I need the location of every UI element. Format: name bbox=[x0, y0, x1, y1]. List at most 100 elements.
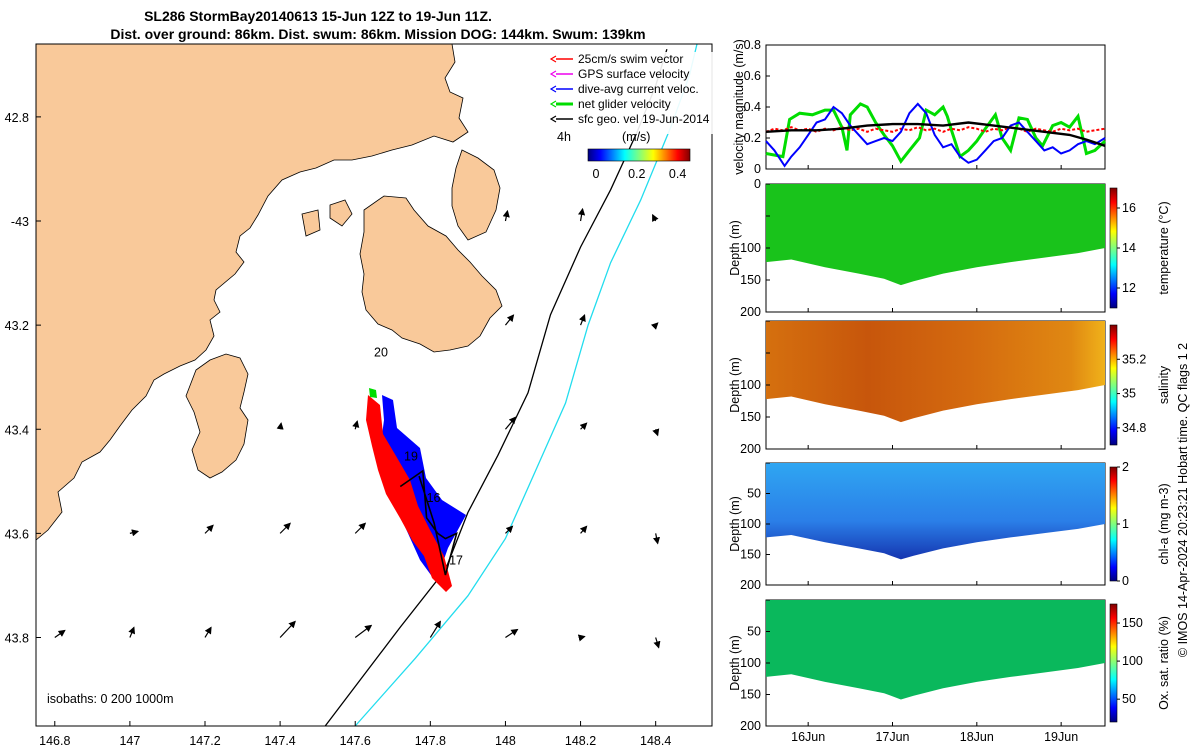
track-label-17: 17 bbox=[449, 554, 463, 568]
geo-vector bbox=[505, 628, 519, 638]
title-line-1: SL286 StormBay20140613 15-Jun 12Z to 19-… bbox=[144, 8, 492, 24]
track-day-labels: 20 19 16 17 bbox=[374, 345, 463, 567]
legend-arrowhead-current bbox=[549, 85, 557, 93]
section-y-tick-label: 150 bbox=[740, 273, 761, 287]
section-ylabel: Depth (m) bbox=[728, 220, 742, 276]
map-y-tick-label: 43.4 bbox=[5, 423, 29, 437]
speed-colorbar-tick: 0 bbox=[593, 167, 600, 181]
legend-arrowhead-net bbox=[549, 100, 557, 108]
legend-label-gps: GPS surface velocity bbox=[578, 67, 689, 81]
velocity-y-tick-label: 0 bbox=[754, 162, 761, 176]
velocity-series bbox=[765, 102, 1107, 168]
map-y-tick-label: 43.6 bbox=[5, 527, 29, 541]
geo-vector bbox=[279, 522, 291, 534]
geo-vector bbox=[653, 637, 661, 649]
legend-bg bbox=[548, 52, 728, 134]
colorbar-tick-label: 12 bbox=[1122, 281, 1136, 295]
land-mainland-tasmania bbox=[35, 43, 469, 541]
speed-colorbar-tick: 0.4 bbox=[669, 167, 686, 181]
legend-unit: (m/s) bbox=[622, 130, 650, 144]
colorbar-label-temperature: temperature (°C) bbox=[1157, 201, 1171, 294]
colorbar-label-salinity: salinity bbox=[1157, 365, 1171, 404]
colorbar-label-chla: chl-a (mg m-3) bbox=[1157, 483, 1171, 564]
geo-vector bbox=[579, 525, 588, 534]
velocity-y-tick-label: 0.8 bbox=[744, 38, 761, 52]
velocity-axes bbox=[765, 44, 1106, 170]
isobaths-label: isobaths: 0 200 1000m bbox=[47, 692, 173, 706]
map-x-tick-label: 148 bbox=[495, 734, 516, 748]
section-y-tick-label: 50 bbox=[747, 487, 761, 501]
geo-vector bbox=[652, 428, 660, 437]
map-x-tick-label: 147.2 bbox=[189, 734, 220, 748]
section-y-tick-label: 0 bbox=[754, 177, 761, 191]
map-y-tick-label: 43.8 bbox=[5, 631, 29, 645]
velocity-ylabel: velocity magnitude (m/s) bbox=[732, 39, 746, 174]
geo-vector bbox=[54, 629, 66, 638]
land-islet-1 bbox=[329, 199, 353, 227]
land-bruny-island bbox=[185, 353, 249, 479]
track-label-19: 19 bbox=[404, 449, 418, 463]
map-y-tick-label: -43 bbox=[11, 215, 29, 229]
section-y-tick-label: 200 bbox=[740, 578, 761, 592]
legend-interval: 4h bbox=[557, 130, 571, 144]
map-panel: 20 19 16 17 146.8 147 147.2 147.4 147.6 147.8 148… bbox=[5, 43, 728, 748]
velocity-series-geo bbox=[765, 121, 1106, 147]
geo-vector bbox=[652, 213, 659, 222]
section-ylabel: Depth (m) bbox=[728, 496, 742, 552]
colorbar-salinity bbox=[1109, 324, 1118, 446]
colorbar-oxsat bbox=[1109, 603, 1118, 723]
section-panel-salinity: 100 150 200 Depth (m) 35.2 35 34.8 salinity bbox=[728, 320, 1171, 456]
section-y-tick-label: 100 bbox=[740, 241, 761, 255]
geo-vector bbox=[128, 626, 136, 638]
speed-colorbar-tick: 0.2 bbox=[628, 167, 645, 181]
velocity-y-tick-label: 0.2 bbox=[744, 131, 761, 145]
track-label-16: 16 bbox=[427, 491, 441, 505]
time-tick-label: 16Jun bbox=[791, 730, 825, 744]
velocity-series-current bbox=[765, 102, 1106, 168]
colorbar-tick-label: 35.2 bbox=[1122, 352, 1146, 366]
section-data-temperature bbox=[766, 184, 1105, 286]
colorbar-tick-label: 16 bbox=[1122, 201, 1136, 215]
geo-vector bbox=[204, 626, 212, 638]
geo-vector bbox=[352, 420, 360, 430]
geo-vector bbox=[578, 314, 586, 326]
legend-arrowhead-gps bbox=[549, 70, 557, 78]
land-forestier-peninsula bbox=[451, 149, 501, 241]
section-data-oxsat bbox=[766, 600, 1105, 700]
map-y-tick-label: 42.8 bbox=[5, 111, 29, 125]
map-frame bbox=[35, 43, 713, 727]
section-ylabel: Depth (m) bbox=[728, 357, 742, 413]
geo-vector bbox=[276, 422, 284, 430]
swim-vector-swath bbox=[366, 395, 452, 592]
map-x-tick-label: 147 bbox=[119, 734, 140, 748]
section-y-tick-label: 200 bbox=[740, 442, 761, 456]
geo-vector bbox=[129, 529, 140, 537]
map-x-ticks: 146.8 147 147.2 147.4 147.6 147.8 148 148.2 148.… bbox=[39, 721, 671, 748]
geo-vector bbox=[650, 322, 659, 330]
speed-colorbar-ticks: 0 0.2 0.4 bbox=[593, 167, 687, 181]
time-tick-label: 19Jun bbox=[1044, 730, 1078, 744]
section-y-tick-label: 150 bbox=[740, 688, 761, 702]
section-y-tick-label: 200 bbox=[740, 305, 761, 319]
legend-label-swim: 25cm/s swim vector bbox=[578, 52, 683, 66]
colorbar-tick-label: 100 bbox=[1122, 654, 1143, 668]
colorbar-tick-label: 0 bbox=[1122, 574, 1129, 588]
map-x-tick-label: 147.4 bbox=[264, 734, 295, 748]
net-velocity-swath bbox=[369, 388, 377, 398]
land bbox=[35, 43, 503, 541]
geostrophic-vectors bbox=[54, 207, 661, 649]
geo-vector bbox=[504, 416, 517, 430]
track-label-20: 20 bbox=[374, 345, 388, 359]
velocity-y-tick-label: 0.4 bbox=[744, 100, 761, 114]
geo-vector bbox=[354, 522, 367, 534]
map-x-tick-label: 148.2 bbox=[565, 734, 596, 748]
section-data-salinity bbox=[766, 321, 1105, 423]
time-axis-ticks: 16Jun 17Jun 18Jun 19Jun bbox=[791, 165, 1078, 744]
section-y-tick-label: 200 bbox=[740, 719, 761, 733]
legend-arrowhead-geo bbox=[549, 115, 557, 123]
geo-vector bbox=[577, 634, 586, 642]
legend-label-current: dive-avg current veloc. bbox=[578, 82, 699, 96]
